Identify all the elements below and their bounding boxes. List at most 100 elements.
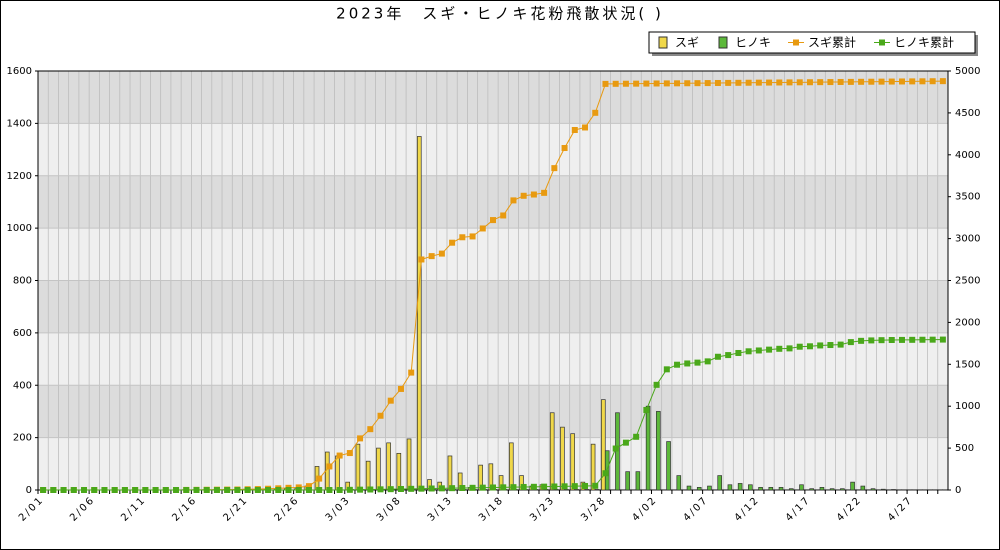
bar [656,411,661,491]
marker [592,482,599,489]
y2-tick-label: 1500 [955,359,980,370]
marker [796,343,803,350]
y-tick-label: 200 [13,433,32,444]
bar [549,412,555,491]
marker [643,80,650,87]
marker [101,487,108,493]
y-tick-label: 1200 [7,171,32,182]
marker [520,192,527,199]
bar [406,438,412,491]
y-tick-label: 0 [26,485,32,496]
bar [560,426,565,491]
bar [809,488,814,491]
marker [346,486,353,493]
marker [469,484,476,491]
bar [748,484,753,491]
marker [162,487,169,493]
marker [868,337,875,344]
marker [837,341,844,348]
y2-tick-label: 0 [955,485,961,496]
marker [449,239,456,246]
y-tick-label: 1600 [7,66,32,77]
y2-tick-label: 5000 [955,66,980,77]
marker [111,487,118,493]
marker [602,80,609,87]
bar [519,475,524,491]
bar [768,487,774,491]
marker [674,361,681,368]
marker [847,78,854,85]
marker [275,487,282,493]
marker [735,79,742,86]
grid-band [38,280,948,333]
marker [602,470,609,477]
y2-tick-label: 1000 [955,401,980,412]
bar [601,399,606,491]
marker [336,487,343,493]
bar [396,452,402,491]
marker [459,234,466,241]
legend-label: ヒノキ累計 [894,35,954,50]
marker [663,80,670,87]
bar [509,442,514,491]
marker [316,475,323,482]
bar [386,442,391,491]
marker [725,352,732,359]
bar [676,475,682,491]
marker [81,487,88,493]
bar [829,488,835,491]
marker [479,484,486,491]
bar [416,136,422,491]
y2-tick-label: 2000 [955,317,980,328]
marker [622,80,629,87]
marker [909,336,916,343]
marker [929,78,936,85]
marker [704,80,711,87]
marker [796,79,803,86]
marker [755,347,762,354]
marker [837,78,844,85]
marker [357,486,364,493]
marker [806,79,813,86]
marker [530,483,537,490]
bar [635,471,641,491]
marker [367,486,374,493]
marker [714,79,721,86]
marker [745,348,752,355]
marker [643,406,650,413]
marker [755,79,762,86]
bar [850,481,855,491]
marker [898,336,905,343]
marker [510,484,517,491]
marker [418,256,425,263]
y2-tick-label: 3000 [955,234,980,245]
marker [674,80,681,87]
marker [459,484,466,491]
bar [819,487,825,491]
marker [919,336,926,343]
legend-swatch [658,36,668,49]
marker [817,342,824,349]
marker [397,385,404,392]
marker [397,485,404,492]
marker [919,78,926,85]
y2-tick-label: 500 [955,443,974,454]
marker [878,337,885,344]
marker [878,78,885,85]
marker [295,487,302,493]
bar [645,405,651,491]
marker [725,79,732,86]
y-tick-label: 600 [13,328,32,339]
bar [335,455,340,491]
marker [367,426,374,433]
marker [786,345,793,352]
marker [551,483,558,490]
marker [357,435,364,442]
bar [870,488,876,491]
marker [265,487,272,493]
marker [694,359,701,366]
marker [776,345,783,352]
marker [377,486,384,493]
marker [377,412,384,419]
legend-swatch [879,39,885,46]
